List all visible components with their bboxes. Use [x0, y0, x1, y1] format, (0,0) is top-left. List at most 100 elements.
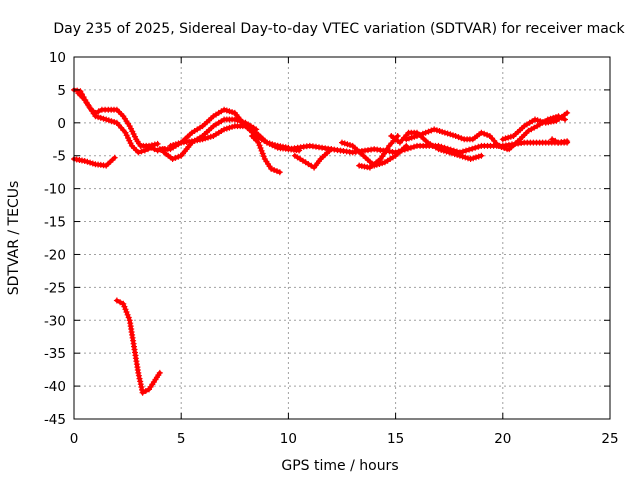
series-track-15	[506, 113, 568, 153]
series-line	[76, 91, 160, 148]
data-point	[260, 153, 267, 160]
data-point	[136, 375, 143, 382]
data-point	[422, 129, 429, 136]
data-point	[84, 158, 91, 165]
data-point	[472, 144, 479, 151]
data-point	[274, 142, 281, 149]
data-point	[172, 154, 179, 161]
series-track-13	[403, 126, 511, 153]
data-point	[175, 140, 182, 147]
data-point	[226, 108, 233, 115]
data-point	[117, 299, 124, 306]
data-point	[446, 149, 453, 156]
data-point	[473, 154, 479, 161]
series-track-14	[499, 109, 571, 143]
data-point	[439, 128, 446, 135]
data-point	[549, 136, 556, 143]
data-point	[122, 306, 129, 313]
y-tick-label: -30	[44, 313, 66, 329]
series-track-3	[71, 154, 118, 169]
series-track-16	[549, 136, 571, 146]
data-point	[562, 116, 568, 123]
series-track-17	[113, 297, 163, 396]
data-point	[131, 133, 138, 140]
y-tick-label: -10	[44, 182, 66, 198]
data-point	[175, 153, 182, 160]
data-point	[339, 139, 345, 146]
data-point	[463, 147, 469, 154]
series-track-2	[75, 90, 161, 149]
plot-frame	[73, 56, 611, 420]
data-point	[128, 125, 134, 132]
x-tick-label: 10	[280, 431, 297, 447]
data-point	[403, 142, 410, 149]
chart-title: Day 235 of 2025, Sidereal Day-to-day VTE…	[53, 21, 625, 37]
data-point	[234, 117, 241, 124]
data-point	[269, 142, 276, 149]
series-track-12	[388, 129, 485, 162]
data-point	[455, 134, 462, 141]
y-tick-label: 0	[57, 116, 66, 132]
data-point	[406, 135, 412, 142]
data-point	[121, 303, 128, 310]
data-point	[469, 145, 476, 152]
data-point	[125, 314, 132, 321]
data-point	[148, 142, 155, 149]
data-point	[462, 154, 469, 161]
x-tick-label: 15	[387, 431, 404, 447]
data-point	[416, 131, 423, 138]
data-point	[347, 142, 353, 148]
data-point	[231, 116, 238, 123]
data-point	[467, 156, 474, 162]
data-point	[466, 146, 473, 153]
series-track-7	[249, 133, 283, 176]
data-point	[202, 135, 209, 142]
data-point	[276, 169, 283, 176]
data-point	[484, 131, 491, 138]
data-point	[502, 135, 509, 142]
data-point	[419, 130, 426, 137]
y-tick-label: 5	[57, 83, 66, 99]
series-track-8	[274, 139, 571, 156]
data-point	[103, 116, 110, 123]
data-point	[411, 143, 417, 150]
data-point	[259, 150, 266, 157]
data-point	[120, 300, 127, 307]
data-point	[441, 129, 448, 136]
data-point	[172, 141, 179, 148]
x-tick-labels: 0 5 10 15 20 25	[70, 431, 619, 447]
y-tick-label: -20	[44, 247, 66, 263]
data-point	[550, 114, 557, 121]
tick-marks	[73, 56, 611, 420]
data-point	[507, 133, 514, 140]
data-point	[547, 115, 554, 122]
data-point	[113, 297, 120, 304]
data-point	[534, 117, 541, 124]
data-point	[95, 108, 102, 115]
data-point	[499, 136, 506, 143]
y-axis-label: SDTVAR / TECUs	[6, 181, 22, 296]
y-tick-label: -5	[53, 149, 66, 165]
data-point	[454, 151, 461, 158]
data-point	[425, 128, 432, 135]
data-point	[139, 389, 146, 396]
data-point	[379, 160, 386, 167]
data-point	[108, 118, 115, 125]
data-point	[433, 127, 440, 134]
data-point	[558, 114, 565, 121]
data-point	[495, 142, 502, 149]
y-tick-label: -25	[44, 280, 66, 296]
data-point	[87, 159, 94, 166]
x-axis-label: GPS time / hours	[281, 458, 398, 474]
series-track-9	[291, 146, 335, 171]
data-point	[226, 124, 233, 131]
data-point	[142, 388, 149, 394]
data-point	[456, 152, 463, 159]
data-point	[207, 133, 214, 140]
y-tick-labels: 10 5 0 -5 -10 -15 -20 -25 -30 -35 -40 -45	[44, 50, 66, 428]
data-point	[167, 142, 174, 149]
y-tick-label: -45	[44, 412, 66, 428]
data-point	[92, 109, 99, 116]
data-point	[221, 106, 228, 113]
